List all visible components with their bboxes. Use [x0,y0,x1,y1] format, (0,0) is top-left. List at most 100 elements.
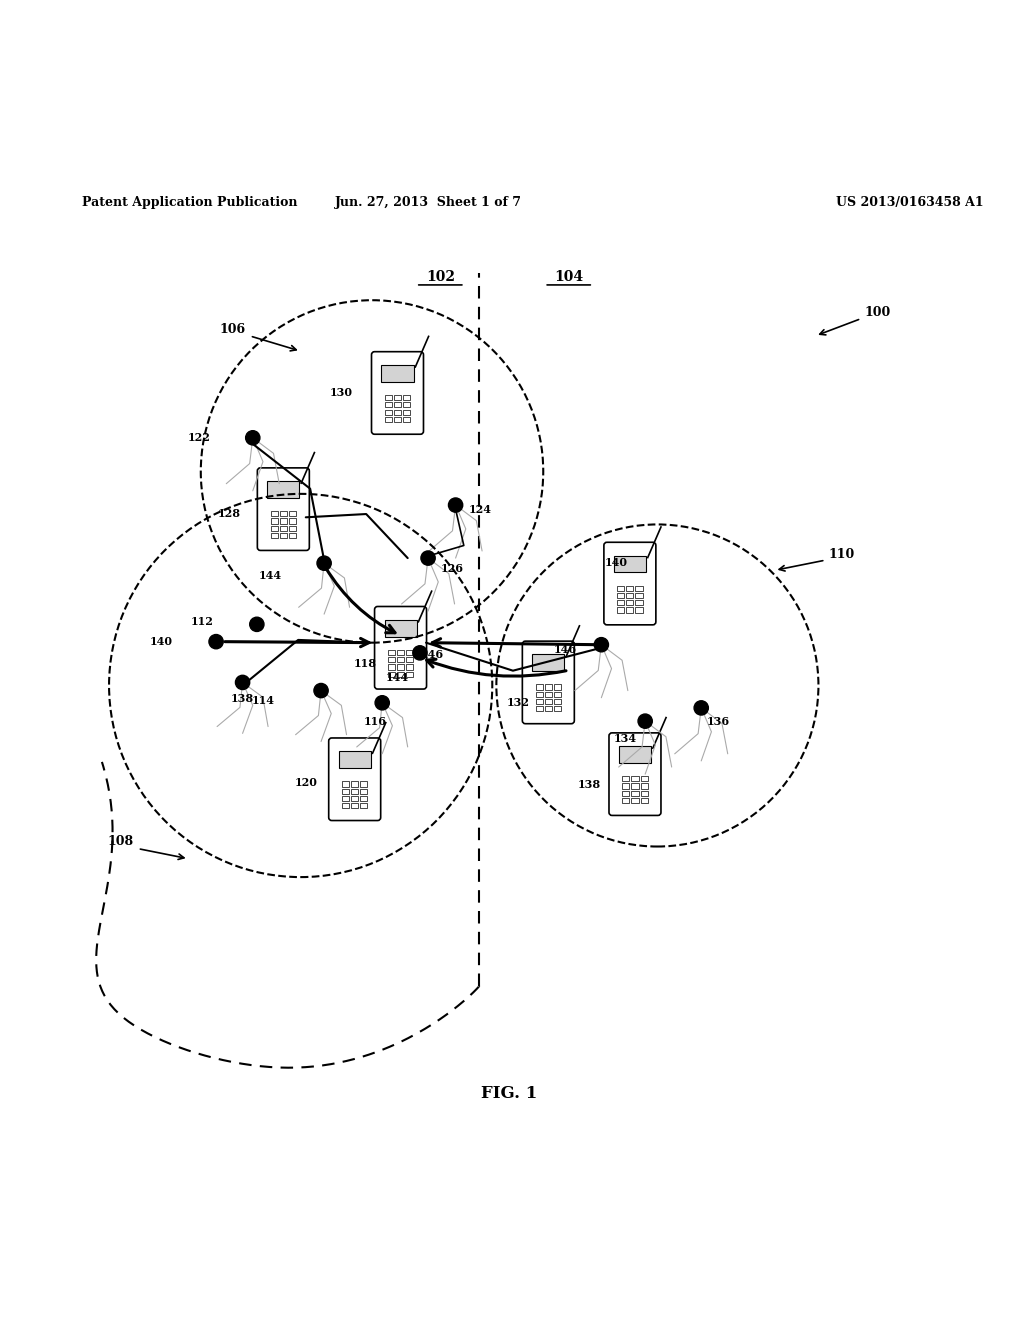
Bar [403,417,411,422]
Text: 104: 104 [554,269,584,284]
Bar [270,533,278,539]
Bar [385,409,392,414]
Bar [407,657,414,663]
Bar [554,692,561,697]
Text: 128: 128 [218,508,241,519]
Bar [360,796,368,801]
Bar [270,525,278,531]
Text: 144: 144 [386,672,409,682]
Text: 138: 138 [231,693,254,705]
Bar [289,525,296,531]
Bar [632,776,639,781]
Text: 136: 136 [707,715,729,726]
Bar [545,685,552,689]
Bar [641,784,648,788]
Bar [267,480,299,498]
Bar [388,649,395,655]
Text: 138: 138 [578,779,601,789]
Bar [636,601,643,606]
Bar [385,395,392,400]
Bar [627,593,634,598]
Bar [388,657,395,663]
Bar [545,692,552,697]
FancyBboxPatch shape [329,738,381,821]
Bar [360,803,368,808]
Bar [545,706,552,711]
Bar [403,409,411,414]
Text: 126: 126 [440,562,463,574]
Bar [627,607,634,612]
Bar [632,784,639,788]
Bar [407,672,414,677]
FancyBboxPatch shape [257,467,309,550]
Text: 146: 146 [421,649,444,660]
Bar [351,781,358,787]
Bar [397,664,404,669]
FancyArrowPatch shape [432,639,597,647]
Text: 108: 108 [108,836,133,849]
Bar [394,403,401,408]
Circle shape [314,684,328,698]
Bar [397,649,404,655]
Bar [280,525,287,531]
Text: FIG. 1: FIG. 1 [481,1085,538,1102]
Circle shape [246,430,260,445]
Text: 110: 110 [828,548,855,561]
Bar [618,746,651,763]
Bar [545,700,552,704]
Text: US 2013/0163458 A1: US 2013/0163458 A1 [836,197,983,210]
Text: 120: 120 [294,776,317,788]
Bar [632,799,639,803]
Bar [613,556,646,573]
Bar [394,417,401,422]
Text: 124: 124 [469,504,492,515]
Bar [351,788,358,793]
Bar [403,395,411,400]
Text: 130: 130 [330,388,353,399]
FancyArrowPatch shape [326,568,395,632]
Bar [351,796,358,801]
Bar [385,417,392,422]
Bar [407,649,414,655]
Bar [394,409,401,414]
Bar [641,799,648,803]
FancyBboxPatch shape [375,606,427,689]
Bar [289,519,296,524]
Bar [641,791,648,796]
Bar [289,511,296,516]
Circle shape [209,635,223,649]
Bar [397,657,404,663]
Bar [636,607,643,612]
Text: Jun. 27, 2013  Sheet 1 of 7: Jun. 27, 2013 Sheet 1 of 7 [335,197,521,210]
FancyBboxPatch shape [522,642,574,723]
Bar [632,791,639,796]
Bar [384,620,417,636]
Bar [532,655,564,671]
Bar [636,593,643,598]
Text: 106: 106 [219,323,246,335]
Circle shape [250,618,264,631]
Text: 140: 140 [605,557,628,568]
Text: 134: 134 [613,733,636,744]
FancyBboxPatch shape [372,351,424,434]
Bar [342,781,349,787]
Circle shape [638,714,652,729]
Bar [403,403,411,408]
Bar [382,364,414,381]
Circle shape [449,498,463,512]
Bar [360,788,368,793]
Bar [554,685,561,689]
Text: Patent Application Publication: Patent Application Publication [82,197,297,210]
Bar [351,803,358,808]
Circle shape [375,696,389,710]
Circle shape [317,556,331,570]
Bar [623,776,630,781]
Bar [623,784,630,788]
Bar [617,601,625,606]
Text: 112: 112 [190,615,213,627]
Text: 132: 132 [506,697,529,709]
Bar [342,788,349,793]
Bar [289,533,296,539]
Bar [617,593,625,598]
Bar [641,776,648,781]
